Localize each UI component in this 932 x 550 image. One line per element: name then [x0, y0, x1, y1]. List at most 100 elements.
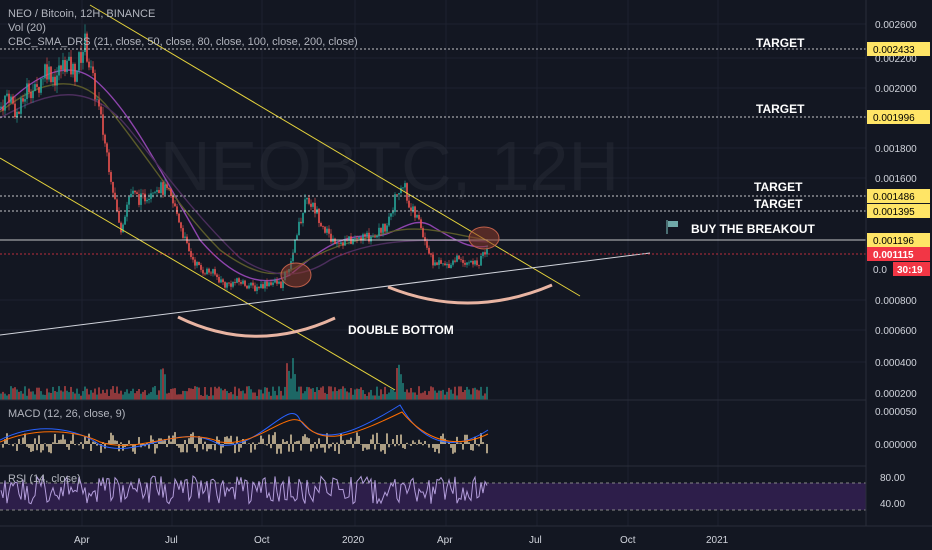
volume-bar	[218, 386, 220, 400]
volume-bar	[106, 389, 108, 400]
candle-body	[220, 279, 222, 283]
volume-bar	[354, 389, 356, 400]
volume-bar	[252, 392, 254, 400]
candle-body	[92, 66, 94, 74]
volume-bar	[460, 386, 462, 400]
macd-bar	[290, 434, 292, 444]
volume-bar	[440, 390, 442, 400]
macd-bar	[80, 442, 82, 444]
candle-body	[240, 282, 242, 284]
volume-bar	[282, 395, 284, 400]
volume-bar	[404, 391, 406, 400]
double-bottom-arc-right	[387, 283, 553, 305]
volume-bar	[58, 386, 60, 400]
volume-bar	[24, 386, 26, 400]
candle-body	[326, 228, 328, 233]
candle-body	[136, 192, 138, 195]
volume-bar	[244, 393, 246, 400]
candle-body	[166, 184, 168, 188]
target-price-1: 0.002433	[873, 45, 915, 56]
x-tick: Jul	[529, 535, 542, 546]
volume-bar	[16, 389, 18, 400]
candle-body	[128, 196, 130, 205]
candle-body	[222, 279, 224, 283]
x-tick: Apr	[74, 535, 90, 546]
candle-body	[120, 222, 122, 233]
candle-body	[172, 196, 174, 204]
volume-bar	[284, 386, 286, 400]
volume-bar	[424, 390, 426, 400]
candle-body	[428, 247, 430, 254]
volume-bar	[264, 387, 266, 400]
candle-body	[208, 268, 210, 273]
candle-body	[86, 33, 88, 62]
candle-body	[46, 64, 48, 80]
macd-bar	[362, 444, 364, 451]
macd-bar	[470, 444, 472, 451]
candle-body	[416, 214, 418, 218]
macd-bar	[56, 442, 58, 444]
macd-bar	[286, 441, 288, 444]
target-price-4: 0.001395	[873, 207, 915, 218]
volume-bar	[436, 392, 438, 400]
candle-body	[90, 66, 92, 68]
volume-bar	[266, 387, 268, 400]
volume-bar	[450, 389, 452, 400]
macd-bar	[386, 433, 388, 444]
macd-bar	[78, 444, 80, 446]
candle-body	[62, 60, 64, 70]
candle-body	[352, 238, 354, 245]
macd-histogram	[0, 432, 488, 454]
macd-bar	[220, 444, 222, 454]
candle-body	[344, 239, 346, 246]
candle-body	[56, 75, 58, 86]
volume-bar	[180, 394, 182, 400]
candle-body	[176, 206, 178, 214]
macd-bar	[400, 434, 402, 444]
candle-body	[448, 263, 450, 269]
volume-bar	[408, 392, 410, 400]
macd-bar	[468, 442, 470, 444]
volume-bar	[334, 387, 336, 400]
volume-bar	[346, 391, 348, 400]
candle-body	[68, 56, 70, 61]
candle-body	[400, 187, 402, 193]
volume-bar	[136, 391, 138, 400]
volume-bar	[376, 386, 378, 400]
candle-body	[230, 283, 232, 287]
macd-bar	[338, 444, 340, 454]
candle-body	[38, 86, 40, 93]
candle-body	[270, 282, 272, 285]
candle-body	[142, 193, 144, 195]
candle-body	[330, 233, 332, 242]
candle-body	[228, 282, 230, 284]
macd-bar	[184, 439, 186, 444]
volume-bar	[332, 391, 334, 400]
candle-body	[94, 73, 96, 100]
macd-bar	[32, 444, 34, 452]
candle-body	[434, 262, 436, 266]
candle-body	[154, 191, 156, 193]
volume-bar	[428, 391, 430, 400]
candle-body	[482, 252, 484, 256]
macd-bar	[304, 434, 306, 444]
symbol-title: NEO / Bitcoin, 12H, BINANCE	[8, 8, 155, 20]
volume-bar	[472, 388, 474, 400]
candle-body	[84, 33, 86, 53]
volume-bar	[194, 386, 196, 400]
volume-bar	[250, 389, 252, 400]
volume-bar	[326, 393, 328, 400]
volume-bar	[192, 388, 194, 400]
volume-bar	[52, 386, 54, 400]
macd-bar	[292, 444, 294, 452]
volume-bar	[238, 388, 240, 400]
macd-bar	[182, 444, 184, 453]
macd-bar	[466, 434, 468, 444]
volume-bar	[378, 395, 380, 400]
volume-bar	[126, 389, 128, 400]
volume-bar	[174, 388, 176, 400]
volume-bar	[370, 389, 372, 400]
volume-bar	[442, 389, 444, 400]
macd-bar	[282, 439, 284, 444]
macd-bar	[170, 441, 172, 444]
